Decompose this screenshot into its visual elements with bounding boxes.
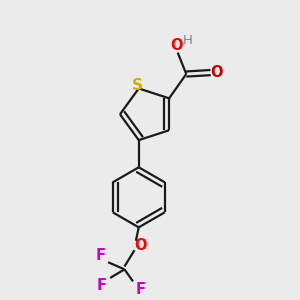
Text: O: O — [170, 38, 182, 53]
Text: F: F — [95, 248, 105, 262]
Text: O: O — [134, 238, 147, 253]
Text: H: H — [183, 34, 193, 47]
Text: F: F — [135, 283, 145, 298]
Text: S: S — [132, 77, 143, 92]
Text: F: F — [97, 278, 106, 293]
Text: O: O — [211, 65, 223, 80]
